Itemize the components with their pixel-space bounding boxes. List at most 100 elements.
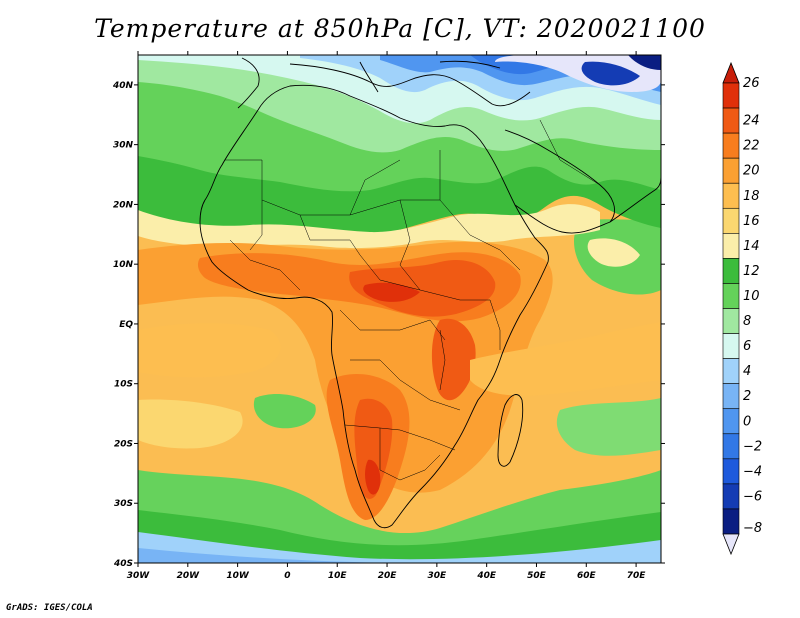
colorbar-swatch xyxy=(722,233,740,259)
colorbar-swatch xyxy=(722,508,740,535)
x-tick-label: 10W xyxy=(226,571,250,581)
colorbar-label: 20 xyxy=(743,164,760,179)
y-tick-label: 20N xyxy=(113,200,134,210)
italy-coastline xyxy=(359,61,379,93)
field-tropical-hottest xyxy=(363,282,420,302)
colorbar-label: 24 xyxy=(743,114,760,129)
border-car xyxy=(359,254,490,301)
field-eastafrica-hot xyxy=(431,318,476,401)
field-southafrica-hot xyxy=(354,398,393,499)
map-title: Temperature at 850hPa [C], VT: 202002110… xyxy=(94,14,706,43)
field-sindian-green xyxy=(556,398,661,456)
coastlines xyxy=(199,57,661,529)
x-tick-label: 70E xyxy=(627,571,647,581)
madagascar-coastline xyxy=(497,394,524,467)
border-angola xyxy=(350,359,461,411)
border-kenya xyxy=(489,299,501,350)
colorbar-swatch xyxy=(722,483,740,510)
y-tick-label: 30S xyxy=(114,499,133,509)
colorbar-label: −4 xyxy=(743,464,762,479)
y-tick-label: 40N xyxy=(112,81,134,91)
iberia-coastline xyxy=(237,57,260,109)
colorbar-label: 2 xyxy=(743,389,751,404)
border-sudan xyxy=(399,199,421,291)
x-tick-label: 50E xyxy=(527,571,547,581)
colorbar-label: −8 xyxy=(743,521,762,536)
credit-text: GrADS: IGES/COLA xyxy=(6,603,93,613)
colorbar-swatch xyxy=(722,132,740,159)
border-mauritania xyxy=(249,200,263,251)
field-north-navy xyxy=(628,55,661,70)
x-tick-label: 0 xyxy=(284,571,290,581)
colorbar-swatch xyxy=(722,107,740,134)
y-tick-label: EQ xyxy=(119,320,133,330)
field-satlantic-pale xyxy=(138,399,243,449)
border-sahara-north xyxy=(225,150,441,216)
field-southafrica-hottest xyxy=(365,459,381,495)
colorbar-swatch xyxy=(722,258,740,284)
mediterranean-coastline xyxy=(289,63,531,107)
field-north-darkblue xyxy=(581,61,640,86)
country-borders xyxy=(225,119,601,481)
border-niger xyxy=(299,214,361,256)
colorbar-swatch xyxy=(722,383,740,410)
field-gulf-warm xyxy=(138,323,281,378)
blacksea-coastline xyxy=(439,60,501,69)
y-axis: 40N 30N 20N 10N EQ 10S 20S 30S 40S xyxy=(112,81,665,569)
y-tick-label: 10S xyxy=(114,380,133,390)
field-south-blue-dark xyxy=(138,548,420,563)
colorbar-bottom-arrow xyxy=(722,533,740,556)
x-tick-label: 10E xyxy=(328,571,348,581)
y-tick-label: 10N xyxy=(113,260,134,270)
y-tick-label: 40S xyxy=(113,559,133,569)
field-satlantic-green xyxy=(253,394,316,429)
x-tick-label: 20W xyxy=(177,571,201,581)
colorbar-swatch xyxy=(722,308,740,334)
field-sahel-pale xyxy=(138,204,600,249)
colorbar-label: 10 xyxy=(743,289,760,304)
colorbar-label: 16 xyxy=(743,214,760,229)
colorbar-label: 26 xyxy=(743,76,760,91)
colorbar-label: 18 xyxy=(743,189,760,204)
y-tick-label: 30N xyxy=(113,141,134,151)
border-botswana xyxy=(379,428,441,481)
colorbar-label: 0 xyxy=(743,414,751,429)
field-south-blue xyxy=(138,532,661,563)
colorbar-label: −6 xyxy=(743,489,762,504)
colorbar-label: 6 xyxy=(743,339,751,354)
africa-coastline xyxy=(199,84,549,529)
colorbar-label: 12 xyxy=(743,264,760,279)
border-namibia xyxy=(344,424,456,451)
arabia-coastline xyxy=(504,129,615,234)
colorbar-swatch xyxy=(722,458,740,485)
colorbar-swatch xyxy=(722,408,740,435)
colorbar-label: 4 xyxy=(743,364,751,379)
x-tick-label: 20E xyxy=(378,571,398,581)
border-middle-east xyxy=(539,119,601,186)
border-westafrica xyxy=(229,239,301,291)
colorbar-swatch xyxy=(722,358,740,384)
colorbar-swatch xyxy=(722,433,740,460)
temperature-field xyxy=(138,55,661,563)
x-tick-label: 60E xyxy=(577,571,597,581)
field-indian-warm xyxy=(470,322,661,396)
colorbar-swatch xyxy=(722,182,740,209)
field-arabian-light xyxy=(587,238,640,267)
colorbar-swatch xyxy=(722,157,740,184)
colorbar-swatch xyxy=(722,333,740,359)
colorbar-swatch xyxy=(722,82,740,109)
colorbar-top-arrow xyxy=(722,61,740,84)
colorbar-label: 22 xyxy=(743,139,760,154)
border-congo xyxy=(339,309,446,341)
x-tick-label: 30W xyxy=(127,571,151,581)
colorbar-label: 14 xyxy=(743,239,760,254)
colorbar-swatch xyxy=(722,207,740,234)
field-tropical-hot xyxy=(349,260,496,317)
y-tick-label: 20S xyxy=(114,439,133,449)
plot-frame xyxy=(137,54,662,564)
colorbar-swatch xyxy=(722,283,740,309)
x-axis: 30W 20W 10W 0 10E 20E 30E 40E 50E 60E 70E xyxy=(127,51,647,581)
x-tick-label: 30E xyxy=(428,571,448,581)
